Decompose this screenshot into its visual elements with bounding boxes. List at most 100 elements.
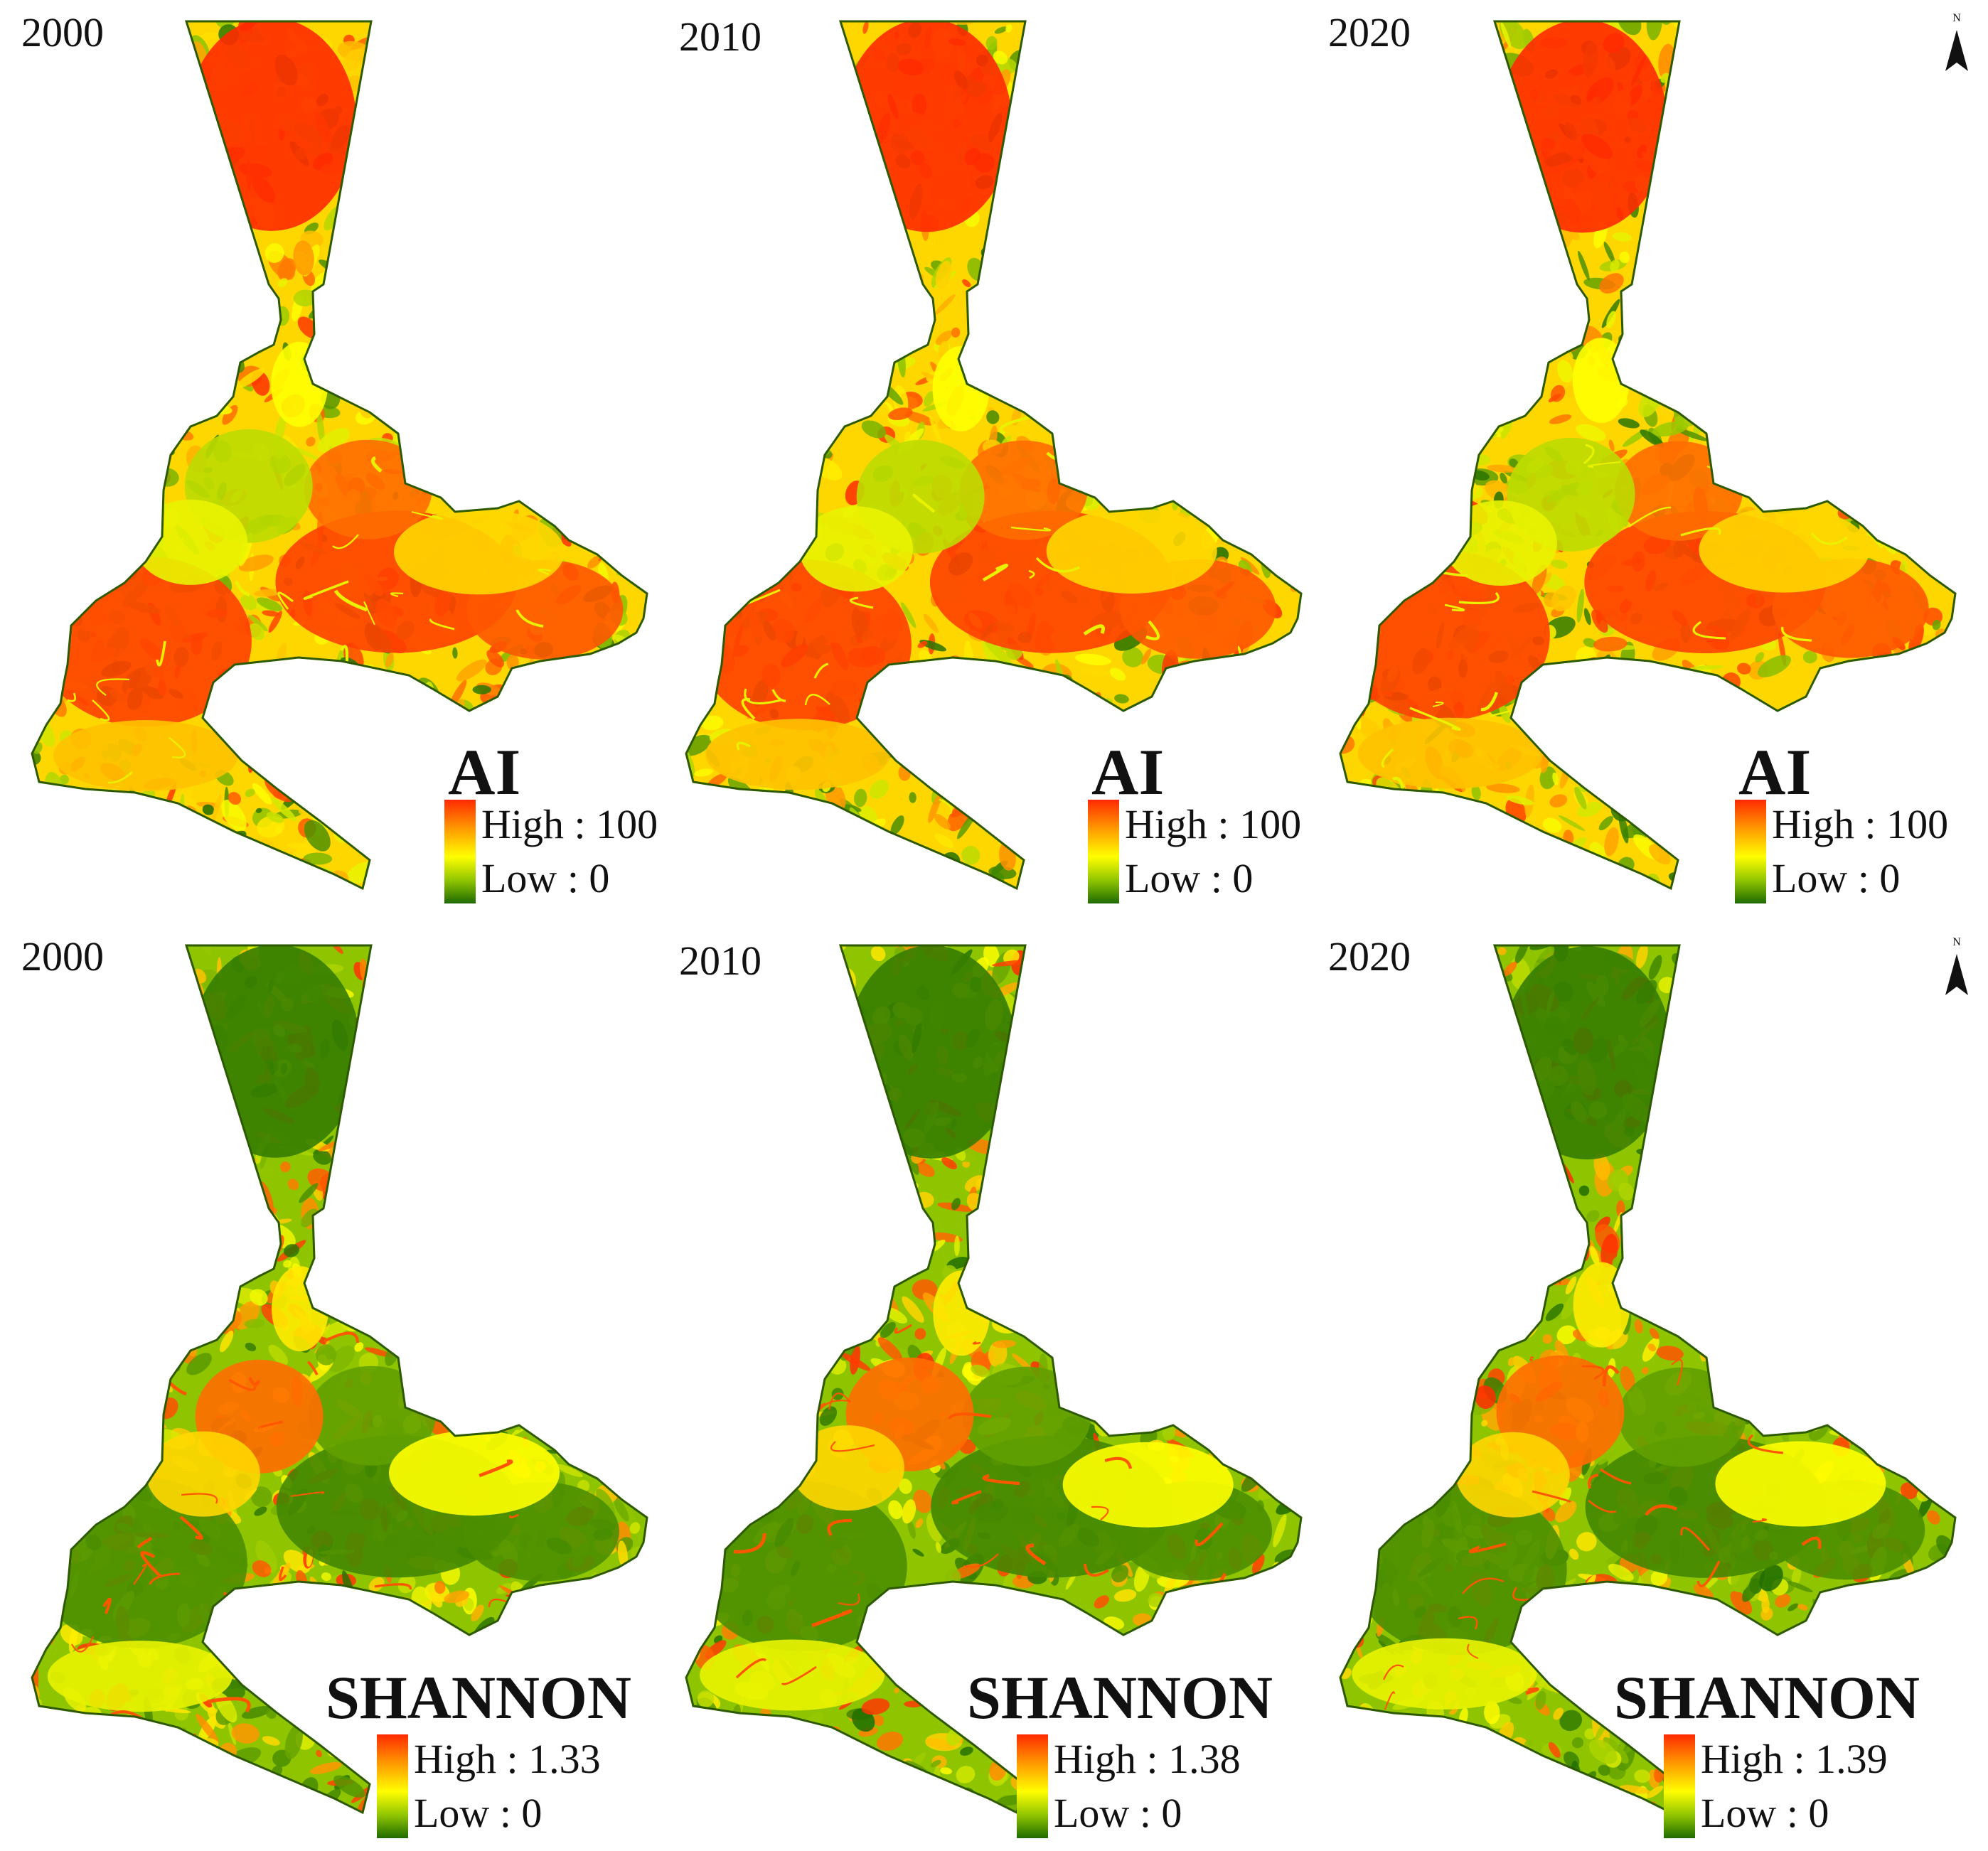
map-texture-patch [928,793,941,823]
map-stream-line [1588,461,1621,468]
map-texture-patch [800,82,819,105]
map-texture-patch [97,857,117,874]
map-texture-patch [714,826,720,858]
map-texture-patch [1277,743,1301,754]
map-texture-patch [708,454,723,478]
map-texture-patch [1749,59,1766,77]
map-texture-patch [398,1213,423,1236]
map-texture-patch [1345,368,1363,385]
map-texture-patch [934,833,954,849]
map-texture-patch [629,402,643,412]
map-texture-patch [1340,383,1348,414]
map-texture-patch [1768,72,1793,102]
map-texture-patch [567,424,578,461]
map-texture-patch [615,770,634,781]
map-texture-patch [1272,489,1286,498]
map-texture-patch [57,263,76,274]
map-texture-patch [244,1319,265,1329]
map-texture-patch [379,116,397,127]
map-texture-patch [177,224,206,234]
map-texture-patch [1280,260,1288,269]
map-texture-patch [1180,684,1197,691]
map-texture-patch [430,200,443,211]
map-texture-patch [1246,781,1271,800]
map-texture-patch [1699,803,1733,811]
map-texture-patch [613,1496,629,1522]
map-texture-patch [349,288,363,304]
map-texture-patch [48,419,66,448]
map-texture-patch [868,259,884,286]
map-texture-patch [1284,731,1301,753]
map-texture-patch [1041,847,1059,867]
map-texture-patch [635,144,647,154]
map-texture-patch [519,249,537,271]
map-texture-patch [1426,216,1439,230]
map-texture-patch [1608,439,1615,452]
map-texture-patch [1350,151,1369,171]
map-texture-patch [824,190,832,203]
map-texture-patch [1473,873,1491,884]
map-texture-patch [1375,267,1404,281]
map-texture-patch [100,547,116,561]
map-texture-patch [587,316,604,331]
map-texture-patch [876,852,893,867]
map-texture-patch [1184,21,1204,38]
map-texture-patch [1367,869,1384,889]
map-texture-patch [365,1150,397,1161]
map-texture-patch [1080,104,1091,121]
map-texture-patch [342,734,356,746]
map-texture-patch [486,254,506,284]
map-texture-patch [568,166,589,195]
map-texture-patch [1817,679,1836,696]
map-texture-patch [1566,886,1586,903]
map-texture-patch [744,851,754,861]
map-texture-patch [72,254,84,262]
map-texture-patch [694,768,714,777]
map-texture-patch [1922,405,1941,421]
map-texture-patch [1367,292,1389,313]
map-texture-patch [266,675,277,688]
map-texture-patch [1713,835,1726,850]
map-texture-patch [877,294,889,315]
map-texture-patch [766,21,793,26]
map-texture-patch [264,1673,276,1683]
map-texture-patch [1210,335,1231,363]
map-texture-patch [1696,800,1711,815]
panel-year: 2000 [21,9,104,55]
map-texture-patch [1443,81,1453,95]
map-texture-patch [1072,149,1094,169]
map-texture-patch [1407,373,1422,392]
map-texture-patch [1067,309,1079,329]
map-texture-patch [1615,798,1630,807]
map-texture-patch [151,1736,183,1749]
map-texture-patch [1405,363,1416,399]
map-texture-patch [713,399,734,430]
map-texture-patch [1391,240,1419,260]
map-texture-patch [1167,419,1184,446]
map-texture-patch [1735,396,1746,418]
map-texture-patch [1274,267,1295,288]
map-texture-patch [1901,458,1910,469]
map-texture-patch [1224,762,1230,768]
map-texture-patch [1184,21,1194,36]
map-texture-patch [627,1733,647,1751]
map-texture-patch [419,454,447,478]
map-zone [304,439,432,540]
map-texture-patch [450,1057,466,1071]
map-texture-patch [68,559,98,586]
map-texture-patch [562,40,579,56]
map-texture-patch [1870,24,1879,32]
map-texture-patch [710,364,724,385]
map-texture-patch [994,344,1024,358]
map-texture-patch [43,133,60,144]
map-texture-patch [1795,316,1812,327]
map-texture-patch [508,118,517,151]
map-texture-patch [1891,77,1906,87]
map-stream-line [547,481,569,505]
map-texture-patch [1368,243,1377,256]
map-texture-patch [1000,250,1015,268]
map-texture-patch [483,113,503,130]
map-texture-patch [259,850,272,867]
map-texture-patch [64,1330,82,1345]
